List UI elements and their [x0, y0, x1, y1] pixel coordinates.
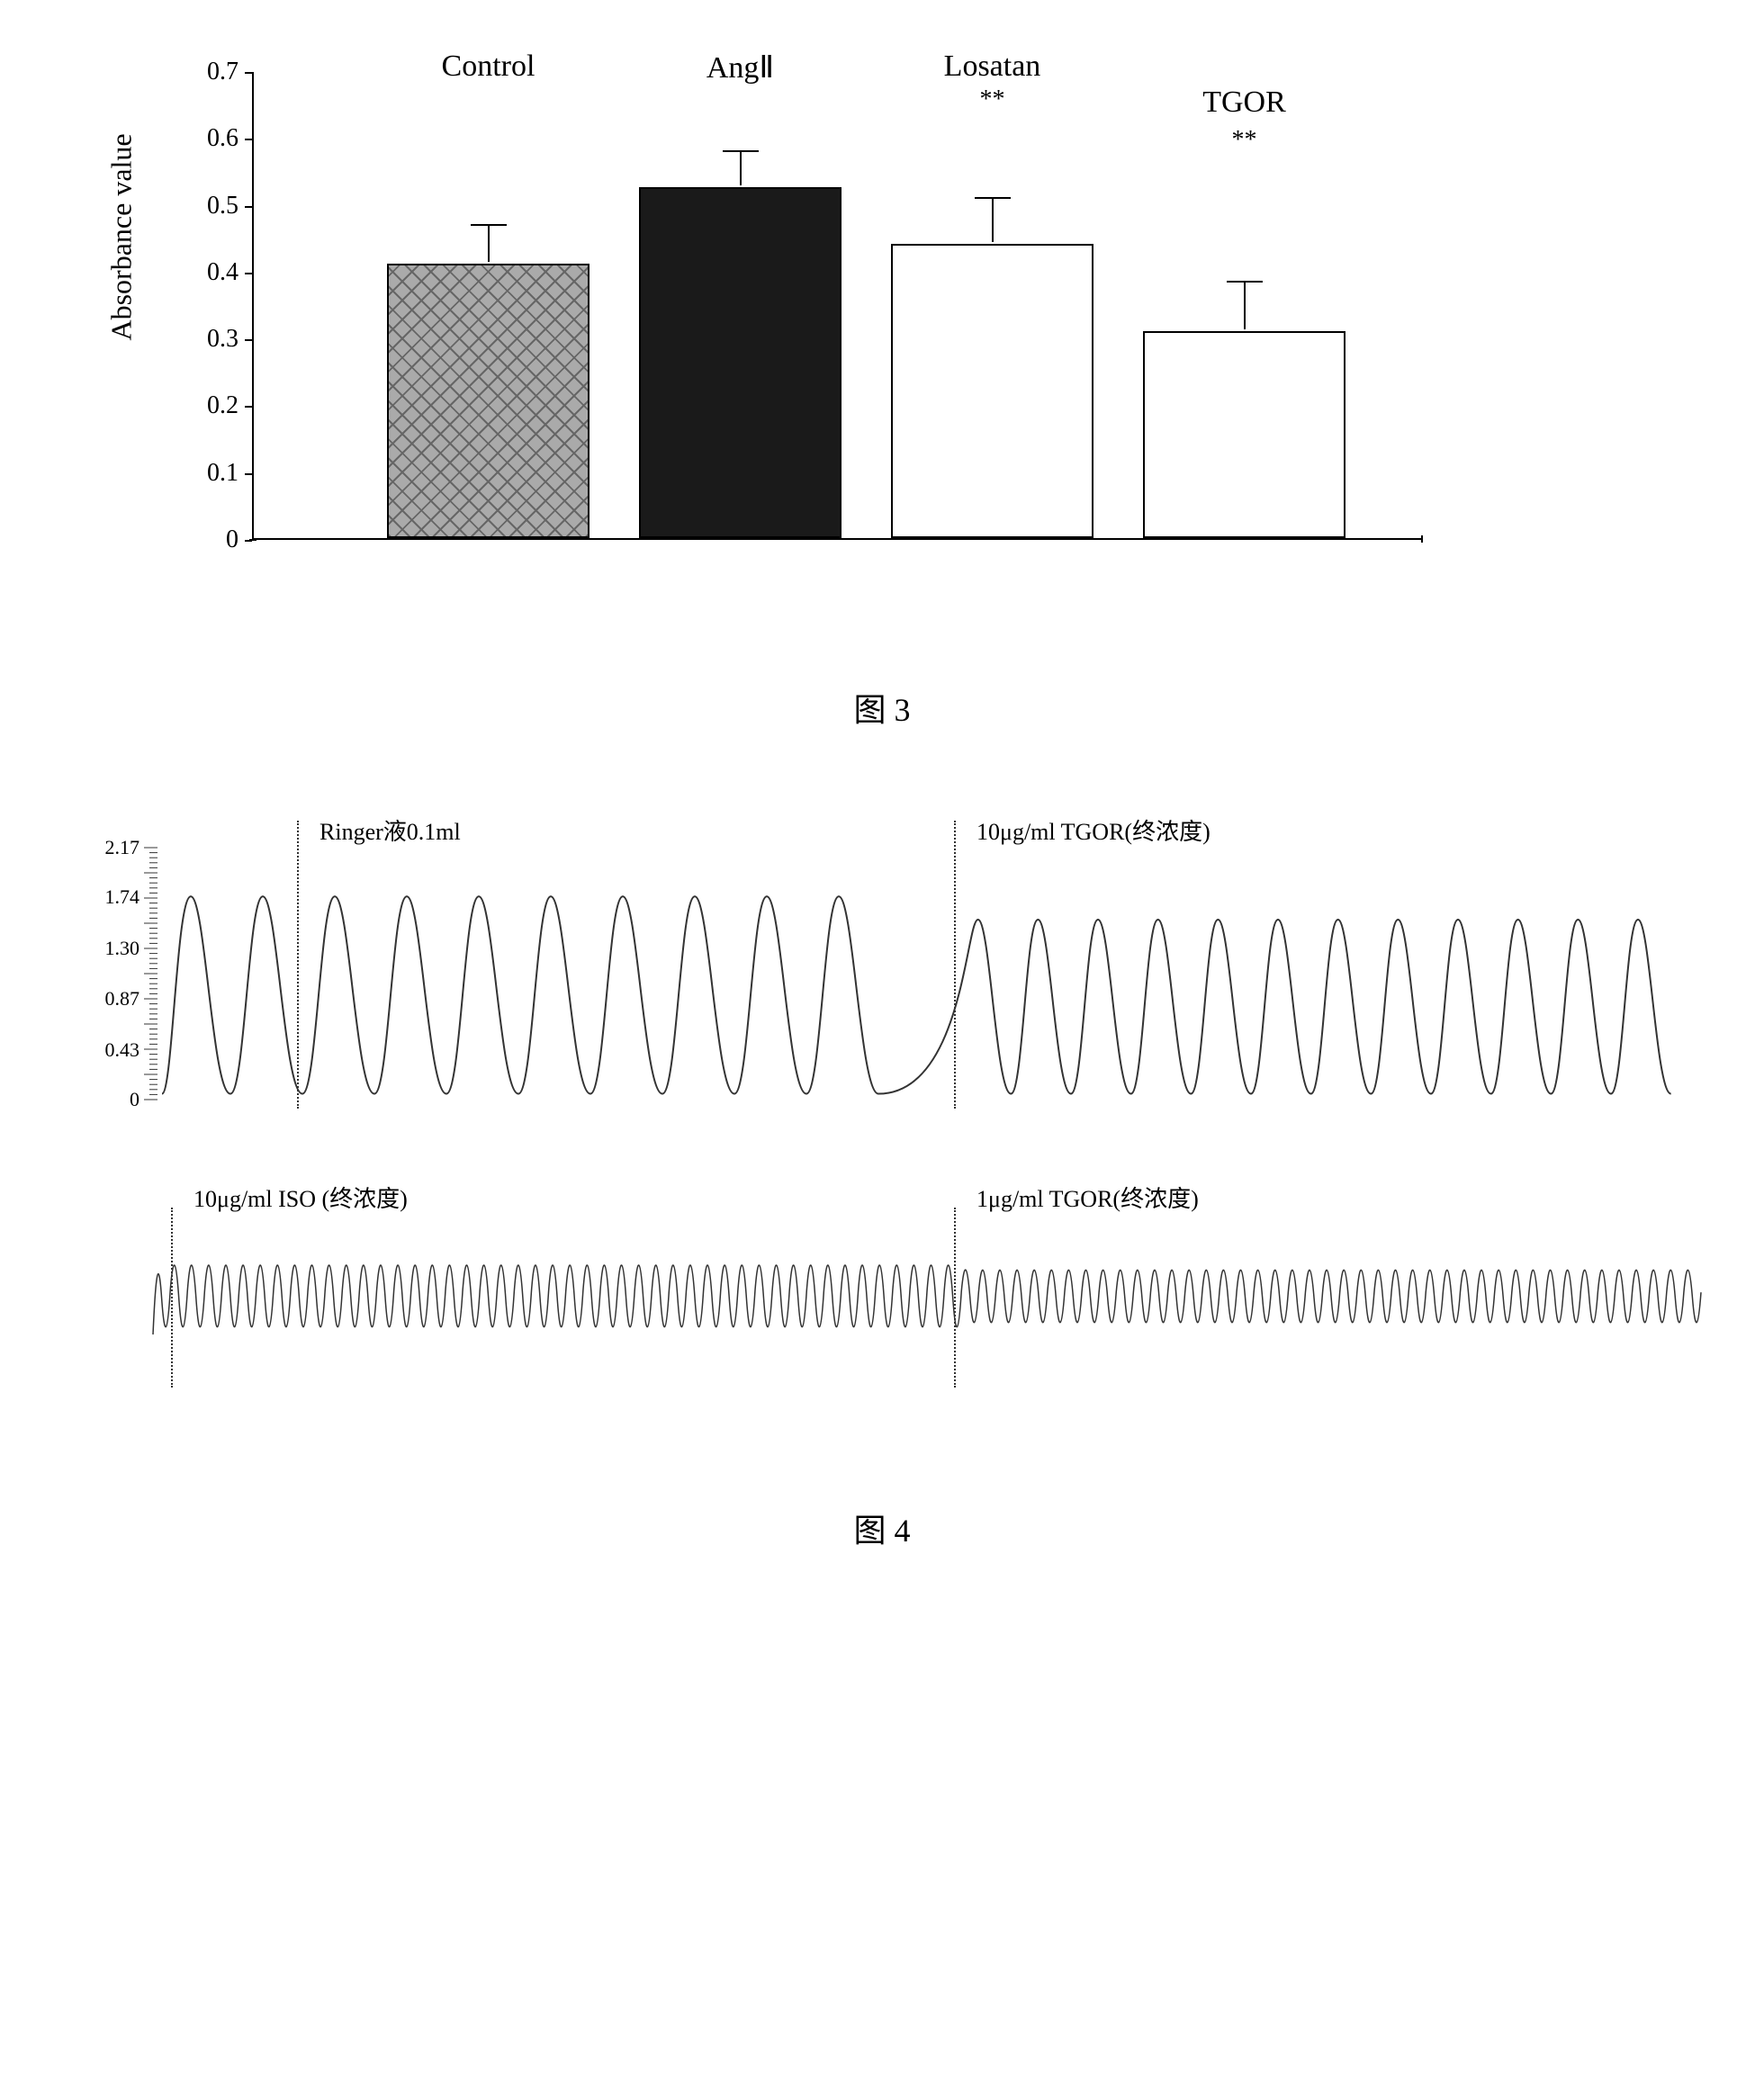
figure-4-caption: 图 4	[18, 1505, 1746, 1551]
significance-marker: **	[980, 85, 1005, 114]
bar-chart: Absorbance value 00.10.20.30.40.50.60.7 …	[90, 54, 1440, 594]
y-tick-label: 0.1	[180, 459, 238, 488]
waveform-section: Ringer液0.1ml 10μg/ml TGOR(终浓度) 2.171.741…	[90, 821, 1710, 1379]
wave1-annotation-2: 10μg/ml TGOR(终浓度)	[976, 813, 1210, 847]
bar-losatan	[891, 244, 1094, 538]
y-tick-label: 0.2	[180, 391, 238, 420]
x-axis	[252, 538, 1422, 540]
wave1-dotted-2	[954, 821, 956, 1109]
bar-angⅱ	[639, 187, 842, 538]
y-tick-label: 0.7	[180, 58, 238, 86]
wave-y-label: 0.87	[105, 987, 140, 1011]
y-axis-title: Absorbance value	[105, 133, 139, 340]
wave-y-label: 0	[130, 1088, 140, 1111]
wave1-svg	[144, 821, 1710, 1109]
wave-y-label: 1.74	[105, 885, 140, 909]
wave1-dotted-1	[297, 821, 299, 1109]
bar-label: Control	[442, 49, 536, 84]
wave1-annotation-1: Ringer液0.1ml	[320, 813, 461, 847]
y-tick-label: 0	[180, 525, 238, 554]
bar-tgor	[1143, 331, 1346, 538]
waveform-1: Ringer液0.1ml 10μg/ml TGOR(终浓度) 2.171.741…	[144, 821, 1710, 1109]
wave2-svg	[144, 1217, 1710, 1379]
bar-label: Losatan	[944, 49, 1041, 84]
y-tick-label: 0.6	[180, 124, 238, 153]
wave-y-label: 0.43	[105, 1038, 140, 1062]
y-tick-label: 0.4	[180, 258, 238, 287]
bar-control	[387, 264, 590, 538]
wave2-dotted-2	[954, 1208, 956, 1388]
wave-y-label: 1.30	[105, 937, 140, 960]
wave2-dotted-1	[171, 1208, 173, 1388]
figure-3-caption: 图 3	[18, 684, 1746, 731]
wave2-annotation-2: 1μg/ml TGOR(终浓度)	[976, 1181, 1199, 1214]
bar-label: TGOR	[1202, 85, 1286, 120]
y-tick-label: 0.5	[180, 192, 238, 220]
bar-label: AngⅡ	[706, 49, 774, 85]
waveform-2: 10μg/ml ISO (终浓度) 1μg/ml TGOR(终浓度)	[144, 1217, 1710, 1379]
wave-y-label: 2.17	[105, 836, 140, 859]
wave2-annotation-1: 10μg/ml ISO (终浓度)	[194, 1181, 408, 1214]
y-tick-label: 0.3	[180, 325, 238, 354]
significance-marker: **	[1232, 126, 1257, 155]
y-axis	[252, 72, 254, 540]
